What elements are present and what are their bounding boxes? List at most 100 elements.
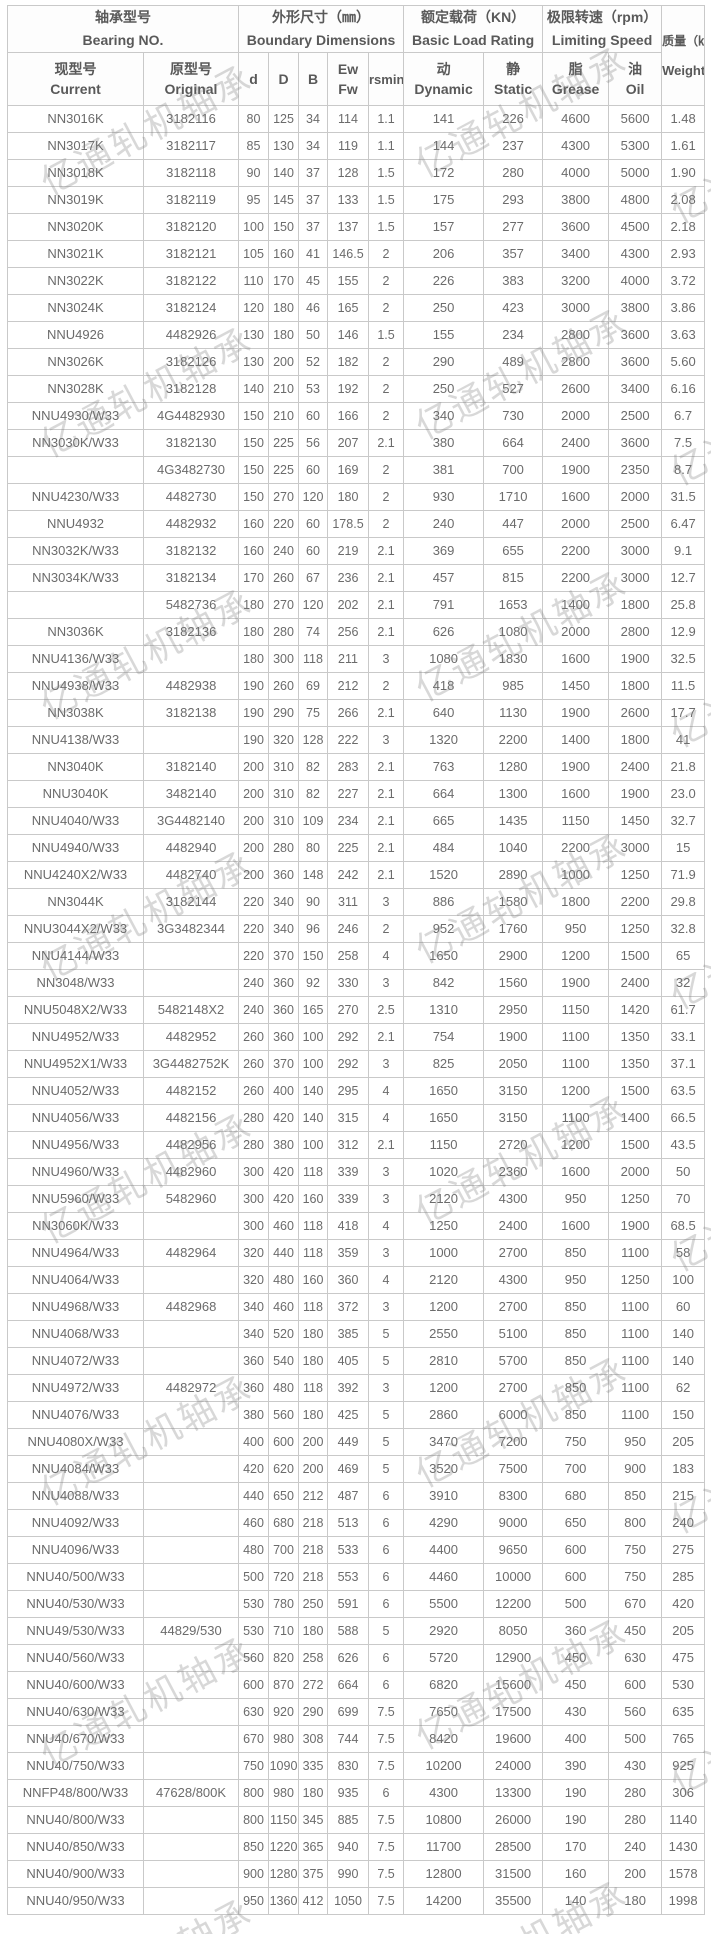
cell-speed-grease: 1600	[542, 1158, 610, 1186]
cell-dim-B: 52	[298, 348, 328, 376]
cell-dim-ew-fw: 469	[327, 1455, 369, 1483]
cell-original-model: 3182138	[143, 699, 239, 727]
cell-load-static: 7500	[483, 1455, 544, 1483]
subheader-grease: 脂 Grease	[542, 52, 610, 106]
cell-speed-grease: 700	[542, 1455, 610, 1483]
cell-weight: 29.8	[661, 888, 706, 916]
cell-dim-ew-fw: 372	[327, 1293, 369, 1321]
cell-load-static: 383	[483, 267, 544, 295]
table-row: NNU40/670/W33 670 980 308 744 7.5 8420 19600 400…	[7, 1725, 706, 1753]
cell-weight: 3.63	[661, 321, 706, 349]
cell-dim-d: 180	[238, 618, 269, 646]
table-row: NNU4972/W33 4482972 360 480 118 392 3 1200 2700 8…	[7, 1374, 706, 1402]
cell-dim-d: 200	[238, 861, 269, 889]
cell-original-model: 3182130	[143, 429, 239, 457]
table-row: NNU5960/W33 5482960 300 420 160 339 3 2120 4300 9…	[7, 1185, 706, 1213]
cell-dim-d: 360	[238, 1374, 269, 1402]
cell-dim-ew-fw: 339	[327, 1158, 369, 1186]
cell-original-model: 4482940	[143, 834, 239, 862]
cell-original-model: 3182124	[143, 294, 239, 322]
cell-dim-rsmin: 5	[367, 1320, 405, 1348]
cell-load-dynamic: 172	[403, 159, 485, 187]
cell-dim-B: 212	[298, 1482, 328, 1510]
cell-dim-d: 320	[238, 1239, 269, 1267]
cell-load-static: 357	[483, 240, 544, 268]
cell-speed-oil: 2400	[608, 753, 663, 781]
cell-speed-grease: 950	[542, 1185, 610, 1213]
cell-dim-ew-fw: 292	[327, 1023, 369, 1051]
cell-dim-rsmin: 5	[367, 1617, 405, 1645]
cell-dim-ew-fw: 425	[327, 1401, 369, 1429]
cell-load-dynamic: 754	[403, 1023, 485, 1051]
cell-speed-oil: 1800	[608, 672, 663, 700]
cell-weight: 1578	[661, 1860, 706, 1888]
table-row: NNU40/530/W33 530 780 250 591 6 5500 12200 500 67…	[7, 1590, 706, 1618]
cell-load-static: 35500	[483, 1887, 544, 1915]
cell-speed-oil: 3000	[608, 537, 663, 565]
cell-original-model: 4482730	[143, 483, 239, 511]
cell-load-dynamic: 2860	[403, 1401, 485, 1429]
cell-current-model: NN3048/W33	[7, 969, 144, 997]
cell-load-dynamic: 155	[403, 321, 485, 349]
cell-speed-grease: 4000	[542, 159, 610, 187]
cell-weight: 32.5	[661, 645, 706, 673]
cell-current-model: NN3024K	[7, 294, 144, 322]
cell-speed-oil: 1100	[608, 1293, 663, 1321]
cell-load-dynamic: 640	[403, 699, 485, 727]
cell-weight: 37.1	[661, 1050, 706, 1078]
cell-current-model: NN3022K	[7, 267, 144, 295]
cell-dim-rsmin: 2.1	[367, 429, 405, 457]
cell-weight: 1.61	[661, 132, 706, 160]
cell-current-model: NNU4926	[7, 321, 144, 349]
cell-load-dynamic: 457	[403, 564, 485, 592]
cell-dim-rsmin: 1.5	[367, 186, 405, 214]
cell-dim-rsmin: 6	[367, 1482, 405, 1510]
cell-dim-d: 180	[238, 591, 269, 619]
cell-dim-d: 300	[238, 1185, 269, 1213]
cell-speed-oil: 3600	[608, 429, 663, 457]
cell-original-model	[143, 1671, 239, 1699]
cell-dim-rsmin: 3	[367, 1050, 405, 1078]
cell-current-model: NN3040K	[7, 753, 144, 781]
cell-load-static: 13300	[483, 1779, 544, 1807]
cell-load-static: 26000	[483, 1806, 544, 1834]
cell-dim-d: 280	[238, 1104, 269, 1132]
cell-dim-rsmin: 7.5	[367, 1860, 405, 1888]
cell-speed-oil: 800	[608, 1509, 663, 1537]
cell-current-model: NN3020K	[7, 213, 144, 241]
cell-original-model	[143, 645, 239, 673]
cell-load-static: 527	[483, 375, 544, 403]
cell-speed-grease: 850	[542, 1293, 610, 1321]
cell-current-model: NNU4068/W33	[7, 1320, 144, 1348]
cell-dim-D: 170	[268, 267, 299, 295]
cell-dim-ew-fw: 664	[327, 1671, 369, 1699]
cell-dim-D: 680	[268, 1509, 299, 1537]
table-row: NNU4952X1/W33 3G4482752K 260 370 100 292 3 825 2…	[7, 1050, 706, 1078]
table-row: NNU49/530/W33 44829/530 530 710 180 588 5 2920 8…	[7, 1617, 706, 1645]
cell-dim-D: 480	[268, 1374, 299, 1402]
cell-dim-B: 290	[298, 1698, 328, 1726]
cell-dim-d: 120	[238, 294, 269, 322]
cell-speed-grease: 1800	[542, 888, 610, 916]
cell-speed-grease: 1450	[542, 672, 610, 700]
cell-current-model: NN3044K	[7, 888, 144, 916]
cell-load-dynamic: 626	[403, 618, 485, 646]
cell-original-model	[143, 1752, 239, 1780]
cell-load-dynamic: 1080	[403, 645, 485, 673]
cell-dim-ew-fw: 312	[327, 1131, 369, 1159]
cell-dim-ew-fw: 553	[327, 1563, 369, 1591]
table-row: NNU4956/W33 4482956 280 380 100 312 2.1 1150 272…	[7, 1131, 706, 1159]
cell-dim-ew-fw: 256	[327, 618, 369, 646]
cell-dim-rsmin: 7.5	[367, 1752, 405, 1780]
cell-dim-ew-fw: 234	[327, 807, 369, 835]
cell-dim-D: 1090	[268, 1752, 299, 1780]
cell-speed-oil: 280	[608, 1779, 663, 1807]
cell-dim-rsmin: 2.1	[367, 1023, 405, 1051]
cell-dim-d: 200	[238, 834, 269, 862]
cell-speed-grease: 1900	[542, 753, 610, 781]
cell-load-static: 12200	[483, 1590, 544, 1618]
cell-load-dynamic: 4460	[403, 1563, 485, 1591]
cell-load-static: 293	[483, 186, 544, 214]
cell-dim-d: 150	[238, 483, 269, 511]
cell-load-static: 1435	[483, 807, 544, 835]
